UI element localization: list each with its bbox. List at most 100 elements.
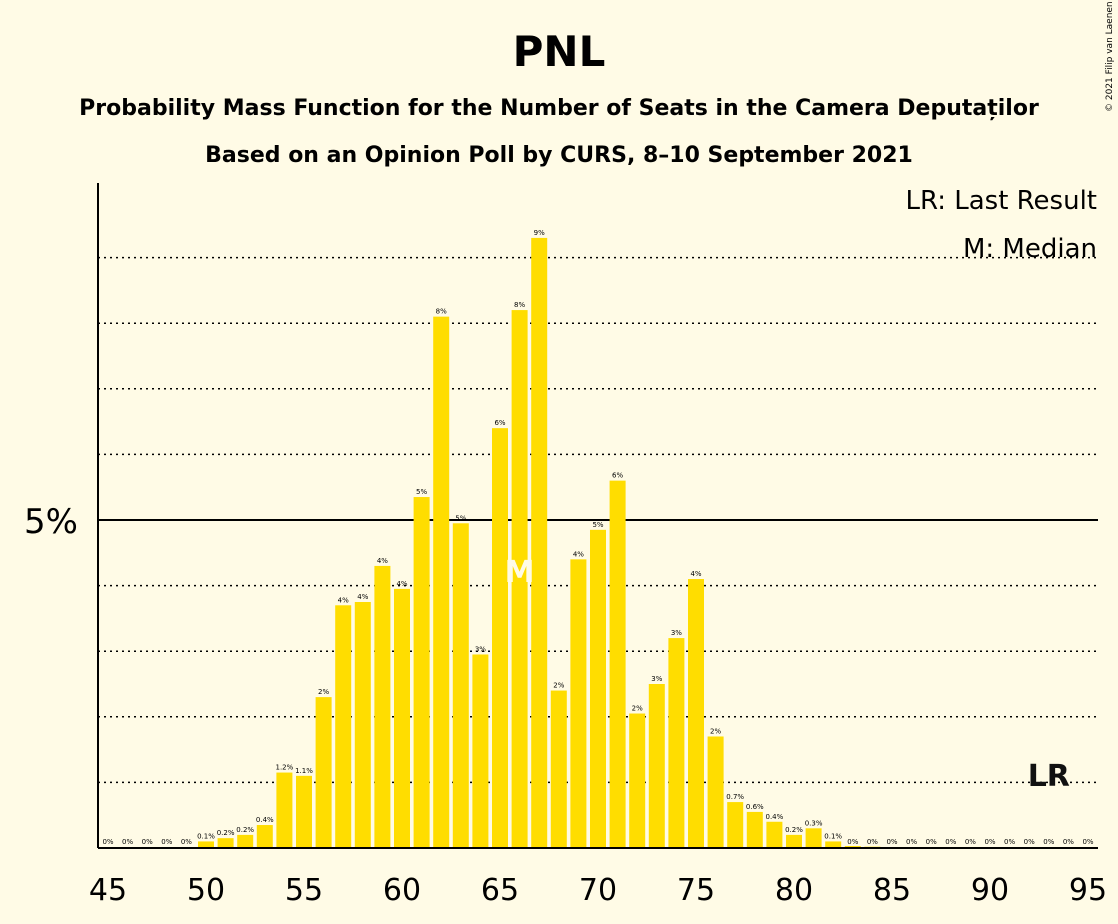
chart-subtitle-2: Based on an Opinion Poll by CURS, 8–10 S…: [205, 143, 913, 168]
bar-label-77: 0.7%: [726, 793, 744, 801]
bar-label-63: 5%: [455, 514, 466, 522]
bar-70: [590, 529, 606, 848]
bar-label-75: 4%: [690, 570, 701, 578]
bar-label-92: 0%: [1024, 838, 1035, 846]
bar-label-91: 0%: [1004, 838, 1015, 846]
bar-label-50: 0.1%: [197, 832, 215, 840]
x-tick-label-70: 70: [579, 873, 617, 908]
x-tick-label-60: 60: [383, 873, 421, 908]
bars: [198, 237, 900, 849]
bar-label-88: 0%: [945, 838, 956, 846]
bar-label-86: 0%: [906, 838, 917, 846]
bar-63: [452, 523, 469, 848]
bar-57: [335, 605, 352, 848]
x-tick-label-80: 80: [775, 873, 813, 908]
bar-label-46: 0%: [122, 838, 133, 846]
bar-61: [413, 497, 430, 848]
bar-69: [570, 559, 587, 848]
bar-label-82: 0.1%: [824, 832, 842, 840]
x-tick-label-65: 65: [481, 873, 519, 908]
bar-label-68: 2%: [553, 682, 564, 690]
x-tick-label-85: 85: [873, 873, 911, 908]
bar-65: [492, 428, 508, 848]
bar-label-53: 0.4%: [256, 816, 274, 824]
median-marker: M: [505, 555, 535, 590]
bar-72: [629, 713, 646, 848]
bar-label-81: 0.3%: [805, 819, 823, 827]
copyright: © 2021 Filip van Laenen: [1105, 1, 1115, 112]
bar-label-85: 0%: [886, 838, 897, 846]
bar-80: [786, 834, 802, 848]
bar-52: [237, 834, 254, 848]
bar-60: [394, 588, 410, 848]
bar-label-72: 2%: [632, 705, 643, 713]
bar-label-94: 0%: [1063, 838, 1074, 846]
bar-label-95: 0%: [1082, 838, 1093, 846]
bar-label-89: 0%: [965, 838, 976, 846]
bar-label-56: 2%: [318, 688, 329, 696]
bar-53: [256, 825, 273, 848]
chart-title: PNL: [513, 27, 606, 76]
bar-51: [217, 838, 234, 848]
chart-subtitle-1: Probability Mass Function for the Number…: [79, 96, 1039, 121]
x-axis: 45 50 55 60 65 70 75 80 85 90 95: [89, 873, 1107, 908]
bar-82: [825, 841, 842, 848]
last-result-marker: LR: [1028, 759, 1070, 794]
bar-75: [688, 579, 704, 848]
bar-label-51: 0.2%: [217, 829, 235, 837]
bar-labels: 0% 0% 0% 0% 0%0.1% 0.2% 0.2%0.4%1.2% 1.1%2%4% 4%…: [102, 229, 1093, 846]
bar-73: [648, 684, 665, 848]
bar-label-76: 2%: [710, 727, 721, 735]
bar-label-93: 0%: [1043, 838, 1054, 846]
bar-label-59: 4%: [377, 557, 388, 565]
bar-label-74: 3%: [671, 629, 682, 637]
x-tick-label-90: 90: [971, 873, 1009, 908]
bar-68: [550, 690, 567, 848]
bar-81: [805, 828, 822, 848]
bar-67: [531, 237, 548, 849]
bar-label-78: 0.6%: [746, 803, 764, 811]
bar-label-84: 0%: [867, 838, 878, 846]
bar-58: [354, 602, 371, 848]
bar-79: [766, 821, 783, 848]
bar-54: [276, 772, 293, 848]
bar-62: [433, 316, 450, 848]
bar-label-52: 0.2%: [236, 826, 254, 834]
bar-label-48: 0%: [161, 838, 172, 846]
bar-label-54: 1.2%: [276, 764, 294, 772]
bar-78: [746, 811, 763, 848]
bar-66: [511, 310, 528, 849]
bar-label-58: 4%: [357, 593, 368, 601]
x-tick-label-45: 45: [89, 873, 127, 908]
bar-71: [609, 480, 626, 848]
bar-label-69: 4%: [573, 550, 584, 558]
bar-label-66: 8%: [514, 301, 525, 309]
bar-74: [668, 638, 685, 848]
bar-label-57: 4%: [338, 596, 349, 604]
bar-label-64: 3%: [475, 645, 486, 653]
bar-76: [707, 736, 724, 848]
bar-label-60: 4%: [396, 580, 407, 588]
bar-59: [374, 565, 391, 848]
x-tick-label-75: 75: [677, 873, 715, 908]
bar-label-45: 0%: [102, 838, 113, 846]
bar-label-87: 0%: [926, 838, 937, 846]
bar-50: [198, 841, 214, 848]
bar-label-61: 5%: [416, 488, 427, 496]
bar-label-65: 6%: [494, 419, 505, 427]
y-tick-label-5: 5%: [24, 502, 78, 542]
bar-64: [472, 654, 489, 848]
bar-77: [727, 802, 744, 848]
bar-label-62: 8%: [436, 308, 447, 316]
legend-last-result: LR: Last Result: [905, 186, 1097, 216]
bar-label-70: 5%: [592, 521, 603, 529]
x-tick-label-95: 95: [1069, 873, 1107, 908]
bar-label-67: 9%: [534, 229, 545, 237]
bar-label-83: 0%: [847, 838, 858, 846]
bar-label-79: 0.4%: [766, 813, 784, 821]
legend-median: M: Median: [963, 234, 1097, 264]
bar-label-80: 0.2%: [785, 826, 803, 834]
bar-label-47: 0%: [142, 838, 153, 846]
bar-label-55: 1.1%: [295, 767, 313, 775]
x-tick-label-50: 50: [187, 873, 225, 908]
